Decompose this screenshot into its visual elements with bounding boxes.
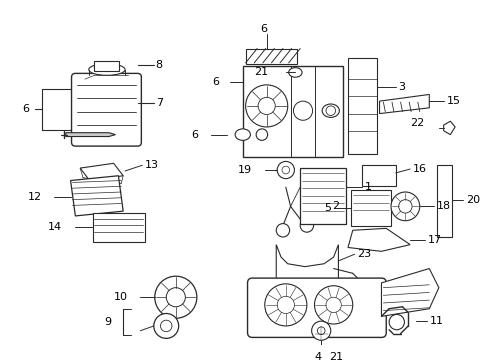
Circle shape <box>314 286 352 324</box>
Polygon shape <box>66 133 115 136</box>
Text: 11: 11 <box>429 316 443 326</box>
Circle shape <box>277 296 294 314</box>
Polygon shape <box>347 228 409 251</box>
Text: 16: 16 <box>412 164 426 174</box>
Text: 1: 1 <box>365 182 371 192</box>
Circle shape <box>160 320 172 332</box>
Bar <box>347 58 376 154</box>
Polygon shape <box>381 269 438 316</box>
Circle shape <box>311 321 330 340</box>
Text: 6: 6 <box>190 130 198 140</box>
Ellipse shape <box>322 104 339 117</box>
Bar <box>94 61 119 71</box>
Text: 17: 17 <box>427 235 441 245</box>
Text: 2: 2 <box>331 201 338 211</box>
Text: 14: 14 <box>48 222 62 233</box>
FancyBboxPatch shape <box>71 73 141 146</box>
Circle shape <box>154 314 178 338</box>
Text: 21: 21 <box>254 67 268 77</box>
Circle shape <box>282 166 289 174</box>
Ellipse shape <box>235 129 250 140</box>
Bar <box>436 165 451 237</box>
Polygon shape <box>70 176 123 216</box>
Text: 15: 15 <box>446 96 460 106</box>
Polygon shape <box>276 245 338 286</box>
Ellipse shape <box>88 64 125 75</box>
Circle shape <box>317 327 325 334</box>
Ellipse shape <box>288 68 302 77</box>
Text: 20: 20 <box>465 195 479 205</box>
Text: 10: 10 <box>114 292 128 302</box>
Circle shape <box>300 219 313 232</box>
Text: 19: 19 <box>238 165 252 175</box>
Circle shape <box>398 200 411 213</box>
Polygon shape <box>443 121 454 135</box>
Circle shape <box>390 192 419 221</box>
Text: 6: 6 <box>260 24 266 35</box>
Circle shape <box>264 284 306 326</box>
Circle shape <box>388 314 404 330</box>
Circle shape <box>258 97 275 114</box>
Circle shape <box>245 85 287 127</box>
Bar <box>350 190 390 226</box>
Circle shape <box>277 161 294 179</box>
Text: 22: 22 <box>409 118 424 128</box>
Bar <box>362 165 395 186</box>
Circle shape <box>256 129 267 140</box>
Text: 4: 4 <box>314 352 321 360</box>
Bar <box>245 49 297 64</box>
Circle shape <box>154 276 197 318</box>
Text: 6: 6 <box>211 77 219 87</box>
Text: 9: 9 <box>104 317 111 327</box>
Text: 21: 21 <box>328 352 342 360</box>
Text: 8: 8 <box>155 60 163 70</box>
Text: 12: 12 <box>28 192 42 202</box>
Text: 7: 7 <box>155 98 163 108</box>
Circle shape <box>166 288 185 307</box>
Circle shape <box>325 106 335 116</box>
Bar <box>300 168 346 224</box>
Polygon shape <box>379 94 428 113</box>
Bar <box>242 66 343 157</box>
Circle shape <box>352 294 362 304</box>
Bar <box>92 213 145 242</box>
Text: 5: 5 <box>323 203 330 213</box>
FancyBboxPatch shape <box>247 278 386 337</box>
Text: 13: 13 <box>145 160 159 170</box>
Circle shape <box>293 101 312 120</box>
Text: 6: 6 <box>22 104 29 114</box>
Text: 23: 23 <box>357 249 371 259</box>
Polygon shape <box>80 163 123 180</box>
Circle shape <box>325 297 341 312</box>
Text: 3: 3 <box>398 82 405 92</box>
Circle shape <box>276 224 289 237</box>
Text: 18: 18 <box>436 201 450 211</box>
